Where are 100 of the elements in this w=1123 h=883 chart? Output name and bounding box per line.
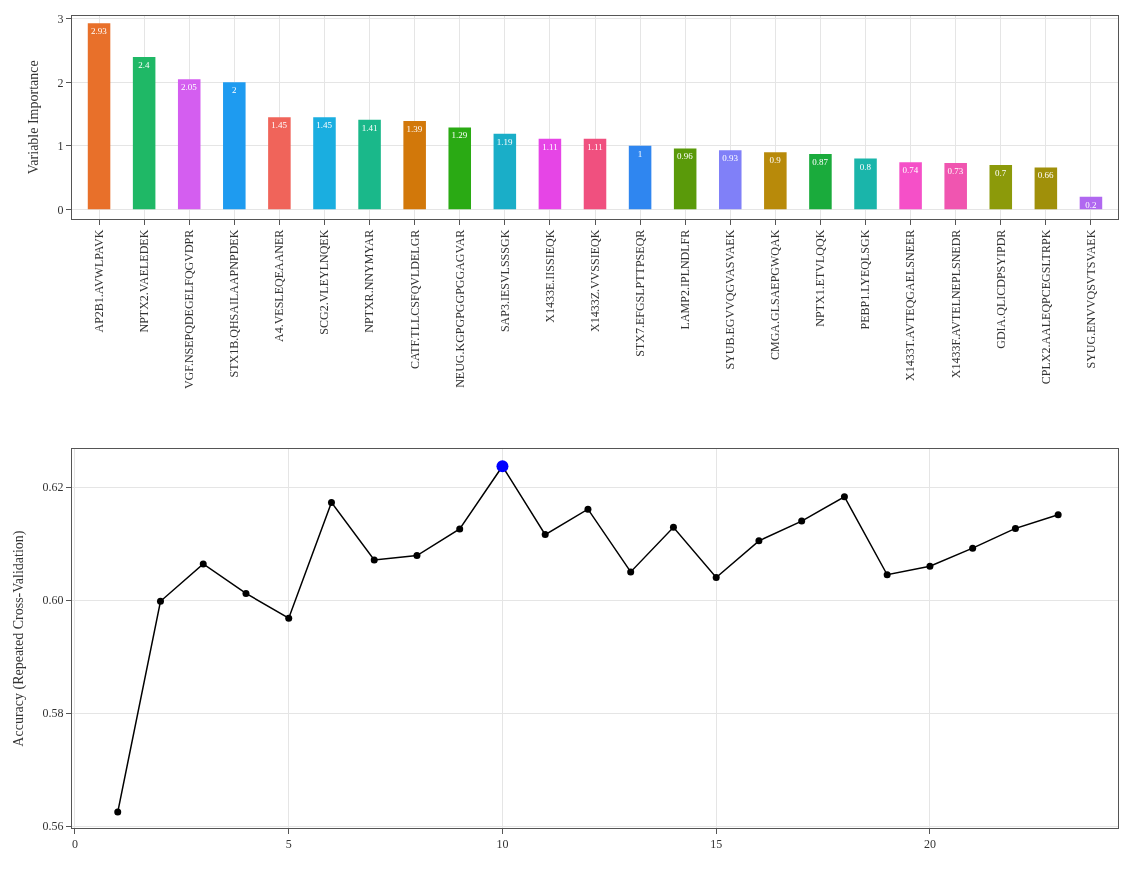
y-tick-label: 0.60	[42, 593, 64, 608]
x-tick-label: AP2B1.AVWLPAVK	[91, 229, 106, 333]
bar	[358, 119, 381, 210]
y-tick-label: 0.58	[42, 706, 64, 721]
bar	[809, 154, 832, 210]
point	[285, 614, 293, 622]
data-label: 1	[637, 148, 643, 159]
data-label: 1.29	[451, 130, 468, 141]
x-tick-label: GDIA.QLICDPSYIPDR	[993, 229, 1008, 349]
data-label: 0.66	[1037, 170, 1054, 181]
bar	[989, 164, 1013, 210]
data-label: 0.73	[947, 166, 964, 176]
x-tick-label: LAMP2.IPLNDLFR	[678, 229, 693, 330]
bar	[448, 127, 472, 210]
x-tick-label: X1433Z.VVSSIEQK	[587, 229, 602, 333]
y-axis-title: Accuracy (Repeated Cross-Validation)	[11, 530, 28, 747]
y-tick-label: 3	[57, 12, 64, 26]
point	[969, 544, 977, 552]
x-tick-label: 10	[496, 837, 509, 852]
data-label: 1.45	[316, 120, 333, 131]
point	[840, 493, 848, 501]
x-tick-label: X1433E.IISSIEQK	[542, 229, 557, 323]
y-tick-label: 0.56	[42, 819, 64, 834]
bar	[538, 138, 562, 210]
x-tick-label: NPTX1.ETVLQQK	[813, 229, 828, 327]
point	[327, 498, 335, 506]
bar	[764, 152, 787, 210]
point	[798, 517, 806, 525]
x-tick-label: CATF.TLLCSFQVLDELGR	[407, 229, 422, 370]
point	[669, 523, 677, 531]
x-tick-label: SAP3.IESVLSSSGK	[497, 229, 512, 333]
point	[584, 505, 592, 513]
data-label: 1.41	[361, 122, 378, 133]
point	[242, 589, 250, 597]
data-label: 0.2	[1085, 199, 1097, 210]
bar	[944, 163, 967, 210]
point	[1054, 511, 1062, 519]
point	[541, 531, 549, 539]
x-tick-label: STX1B.QHSAILAAPNPDEK	[227, 229, 242, 378]
y-axis-title: Variable Importance	[26, 60, 42, 175]
data-label: 1.39	[406, 124, 423, 135]
x-tick-label: CPLX2.AALEQPCEGSLTRPK	[1038, 229, 1053, 385]
point	[1011, 524, 1019, 532]
y-tick-label: 0.62	[42, 480, 64, 495]
bar	[493, 133, 517, 210]
bar	[1034, 167, 1058, 210]
x-tick-label: STX7.EFGSLPTTPSEQR	[632, 229, 647, 357]
bar	[403, 121, 426, 210]
x-tick-label: A4.VESLEQEAANER	[272, 229, 287, 343]
data-label: 0.96	[677, 151, 694, 162]
x-tick-label: 0	[71, 837, 78, 852]
x-tick-label: NEUG.KGPGPGGPGGAGVAR	[452, 229, 467, 388]
x-tick-label: NPTX2.VAELEDEK	[137, 229, 152, 333]
x-tick-label: 20	[923, 837, 936, 852]
x-tick-label: VGF.NSEPQDEGELFQGVDPR	[182, 229, 197, 390]
x-tick-label: CMGA.GLSAEPGWQAK	[768, 229, 783, 361]
point	[456, 525, 464, 533]
point	[413, 552, 421, 560]
data-label: 0.74	[902, 165, 919, 176]
data-label: 1.11	[542, 141, 558, 152]
bar	[899, 162, 922, 210]
point	[370, 556, 378, 564]
point	[712, 574, 720, 582]
bar	[132, 56, 156, 210]
x-tick-label: PEBP1.LYEQLSGK	[858, 229, 873, 330]
bar	[673, 148, 697, 210]
bar	[313, 117, 336, 210]
x-tick-label: 15	[710, 837, 723, 852]
data-label: 1.11	[587, 141, 603, 152]
point	[755, 537, 763, 545]
data-label: 0.93	[722, 153, 739, 164]
x-tick-label: X1433F.AVTELNEPLSNEDR	[948, 229, 963, 379]
bar	[268, 117, 291, 210]
data-label: 2.93	[90, 26, 108, 37]
x-tick-label: 5	[285, 837, 292, 852]
point	[627, 568, 635, 576]
data-label: 0.7	[994, 167, 1007, 178]
y-tick-label: 2	[57, 75, 64, 90]
x-tick-label: SCG2.VLEYLNQEK	[317, 229, 332, 335]
data-label: 2	[232, 85, 237, 96]
bar	[87, 23, 111, 210]
data-label: 2.4	[138, 59, 151, 70]
point	[156, 597, 164, 605]
bar	[583, 138, 607, 210]
point	[926, 562, 934, 570]
point	[883, 571, 891, 579]
y-tick-label: 0	[57, 202, 64, 217]
x-tick-label: SYUG.ENVVQSVTSVAEK	[1083, 229, 1098, 369]
bar	[628, 145, 652, 210]
point	[114, 808, 122, 816]
x-tick-label: SYUB.EGVVQGVASVAEK	[723, 229, 738, 370]
point	[199, 560, 207, 568]
data-label: 0.87	[812, 157, 829, 168]
bar	[223, 82, 246, 210]
data-label: 2.05	[181, 82, 198, 93]
data-label: 0.8	[859, 161, 872, 172]
bar	[854, 158, 877, 210]
x-tick-label: NPTXR.NNYMYAR	[362, 229, 377, 333]
data-label: 1.19	[496, 136, 513, 147]
bar	[718, 150, 742, 210]
